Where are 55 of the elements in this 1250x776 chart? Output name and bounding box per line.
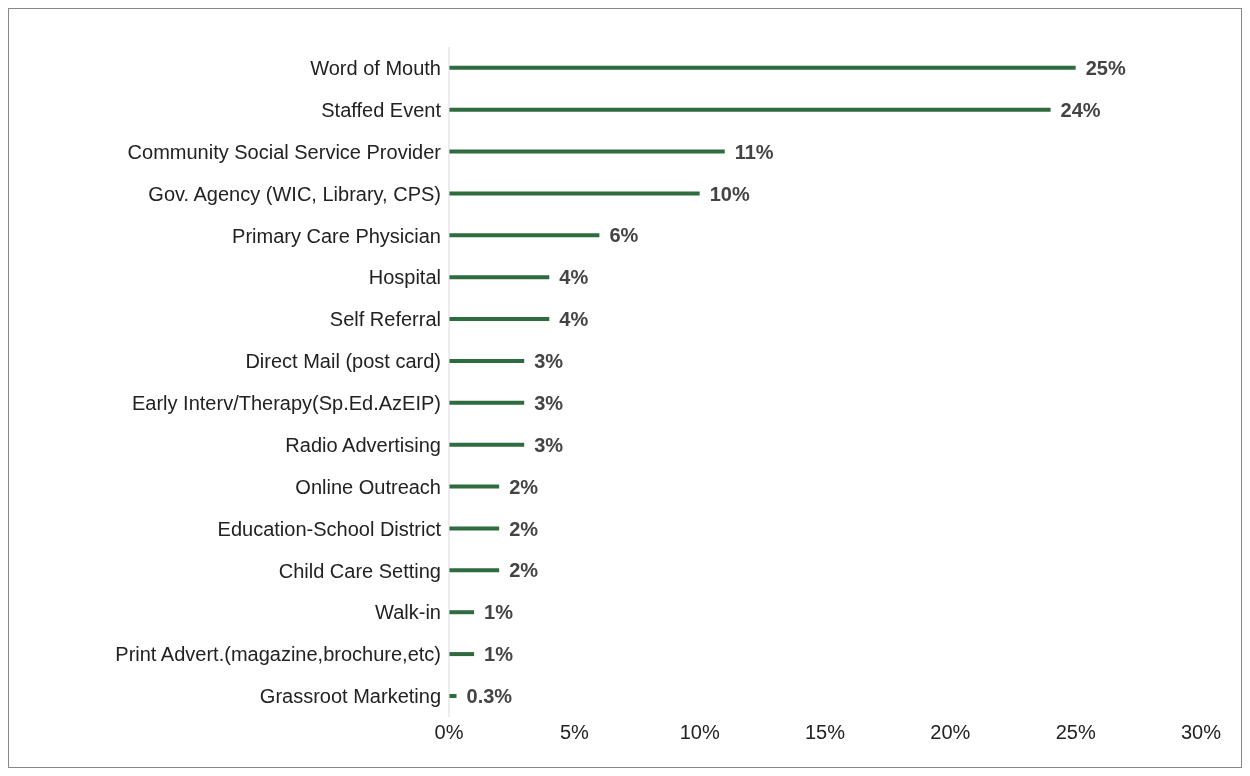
bar [449,233,600,238]
y-tick-label: Community Social Service Provider [127,140,442,163]
y-tick-label: Self Referral [329,308,441,331]
y-tick-label: Grassroot Marketing [259,685,441,708]
y-tick-label: Walk-in [375,601,441,624]
bar [449,693,457,698]
bar [449,526,500,531]
data-label: 4% [559,266,589,289]
bar [449,149,725,154]
data-label: 24% [1060,98,1101,121]
y-tick-label: Word of Mouth [310,57,441,80]
bar [449,107,1051,112]
data-label: 25% [1085,56,1126,79]
data-label: 3% [534,350,564,373]
bar [449,442,525,447]
bar [449,65,1076,70]
y-tick-label: Staffed Event [321,98,442,121]
bar [449,568,500,573]
y-tick-label: Online Outreach [295,475,441,498]
y-tick-label: Early Interv/Therapy(Sp.Ed.AzEIP) [131,392,441,415]
x-tick-label: 20% [930,721,971,744]
y-tick-label: Education-School District [217,517,442,540]
bar [449,191,700,196]
data-label: 11% [734,140,774,163]
data-label: 0.3% [466,685,513,708]
bar [449,317,550,322]
bar [449,652,475,657]
y-tick-label: Child Care Setting [278,559,441,582]
data-label: 2% [509,475,539,498]
bar [449,358,525,363]
x-tick-label: 5% [559,721,589,744]
y-tick-label: Primary Care Physician [232,224,441,247]
x-tick-label: 15% [804,721,846,744]
data-label: 3% [534,391,564,414]
data-label: 3% [534,433,564,456]
y-tick-label: Gov. Agency (WIC, Library, CPS) [148,182,441,205]
y-tick-label: Direct Mail (post card) [245,350,441,373]
y-tick-label: Print Advert.(magazine,brochure,etc) [115,643,441,666]
x-tick-label: 25% [1055,721,1096,744]
bar [449,610,475,615]
x-tick-label: 0% [434,721,464,744]
x-tick-label: 10% [679,721,720,744]
y-tick-label: Radio Advertising [285,433,441,456]
data-label: 1% [484,601,514,624]
data-label: 10% [709,182,750,205]
bar [449,400,525,405]
bar [449,275,550,280]
data-label: 4% [559,308,589,331]
data-label: 2% [509,517,539,540]
bar [449,484,500,489]
x-tick-label: 30% [1180,721,1222,744]
data-label: 6% [609,224,639,247]
data-label: 2% [509,559,539,582]
y-tick-label: Hospital [368,266,441,289]
data-label: 1% [484,643,514,666]
